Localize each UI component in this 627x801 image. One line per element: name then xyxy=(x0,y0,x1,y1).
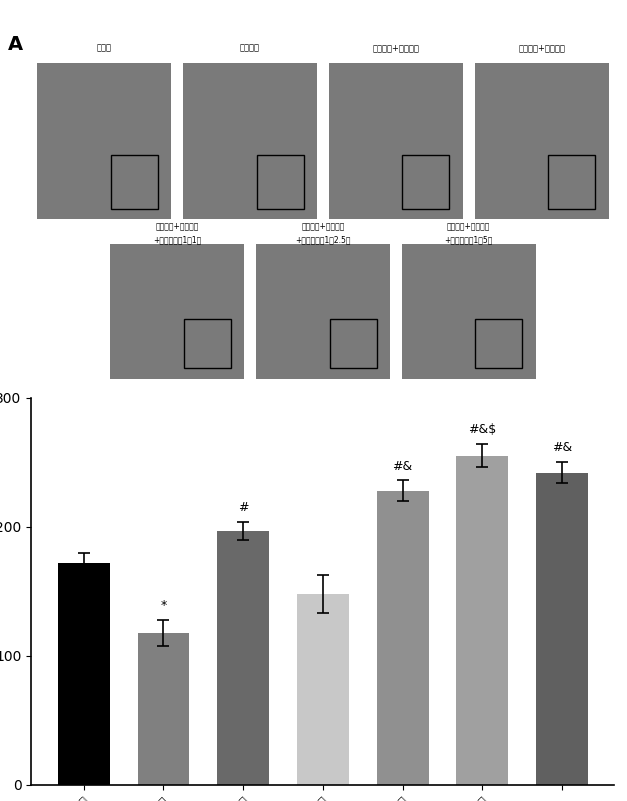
Text: #&: #& xyxy=(393,460,413,473)
FancyBboxPatch shape xyxy=(329,63,463,219)
Text: #&: #& xyxy=(552,441,572,454)
Bar xyxy=(218,530,269,785)
Text: 奥沙利铂+岩藻多糖: 奥沙利铂+岩藻多糖 xyxy=(447,221,490,230)
Text: 奥沙利铂+岩藻多糖: 奥沙利铂+岩藻多糖 xyxy=(372,43,419,52)
Text: #: # xyxy=(238,501,248,514)
Text: +人参皂苷（1：1）: +人参皂苷（1：1） xyxy=(153,235,201,244)
Text: 奥沙利铂+岩藻多糖: 奥沙利铂+岩藻多糖 xyxy=(155,221,199,230)
Text: 奥沙利铂+人参皂苷: 奥沙利铂+人参皂苷 xyxy=(518,43,565,52)
Text: 奥沙利铂: 奥沙利铂 xyxy=(240,43,260,52)
Bar xyxy=(377,490,428,785)
Text: #&$: #&$ xyxy=(468,424,497,437)
Bar xyxy=(137,633,189,785)
Text: A: A xyxy=(8,34,23,54)
Text: 奥沙利铂+岩藻多糖: 奥沙利铂+岩藻多糖 xyxy=(301,221,345,230)
FancyBboxPatch shape xyxy=(183,63,317,219)
Bar xyxy=(456,456,508,785)
Bar xyxy=(58,563,110,785)
FancyBboxPatch shape xyxy=(475,63,609,219)
Bar xyxy=(297,594,349,785)
FancyBboxPatch shape xyxy=(402,244,535,379)
FancyBboxPatch shape xyxy=(37,63,171,219)
Bar xyxy=(536,473,588,785)
FancyBboxPatch shape xyxy=(256,244,390,379)
Text: +人参皂苷（1：2.5）: +人参皂苷（1：2.5） xyxy=(295,235,350,244)
Text: *: * xyxy=(161,599,167,612)
Text: 对照组: 对照组 xyxy=(97,43,112,52)
Text: +人参皂苷（1：5）: +人参皂苷（1：5） xyxy=(445,235,493,244)
FancyBboxPatch shape xyxy=(110,244,244,379)
